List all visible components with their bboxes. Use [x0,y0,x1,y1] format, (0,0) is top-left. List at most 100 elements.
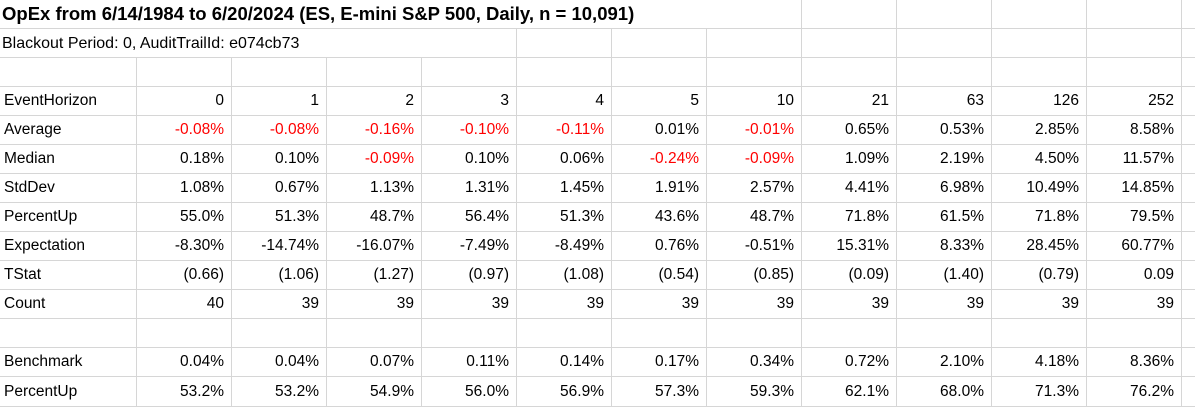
row-label-cell[interactable]: StdDev [0,174,137,203]
empty-cell[interactable] [897,0,992,29]
spacer-cell[interactable] [802,319,897,348]
stat-value-cell[interactable]: (1.08) [517,261,612,290]
empty-cell[interactable] [1182,0,1195,29]
empty-cell[interactable] [422,29,517,58]
spacer-cell[interactable] [707,319,802,348]
stat-value-cell[interactable]: -0.09% [707,145,802,174]
stat-value-cell[interactable]: -0.51% [707,232,802,261]
spacer-cell[interactable] [327,58,422,87]
stat-value-cell[interactable]: (1.06) [232,261,327,290]
row-label-cell[interactable]: TStat [0,261,137,290]
stat-value-cell[interactable]: -0.09% [327,145,422,174]
row-label-cell[interactable]: Expectation [0,232,137,261]
stat-value-cell[interactable]: 39 [707,290,802,319]
stat-value-cell[interactable]: 0.10% [232,145,327,174]
empty-cell[interactable] [1182,145,1195,174]
stat-value-cell[interactable]: 79.5% [1087,203,1182,232]
benchmark-value-cell[interactable]: 76.2% [1087,377,1182,407]
stat-value-cell[interactable]: -0.08% [137,116,232,145]
spacer-cell[interactable] [422,58,517,87]
spacer-cell[interactable] [1087,319,1182,348]
spacer-cell[interactable] [1182,58,1195,87]
event-horizon-value-cell[interactable]: 2 [327,87,422,116]
spacer-cell[interactable] [897,319,992,348]
stat-value-cell[interactable]: (1.27) [327,261,422,290]
stat-value-cell[interactable]: (1.40) [897,261,992,290]
row-label-cell[interactable]: Median [0,145,137,174]
spacer-cell[interactable] [517,58,612,87]
benchmark-value-cell[interactable]: 4.18% [992,348,1087,377]
stat-value-cell[interactable]: -0.10% [422,116,517,145]
benchmark-value-cell[interactable]: 2.10% [897,348,992,377]
stat-value-cell[interactable]: 0.67% [232,174,327,203]
stat-value-cell[interactable]: 61.5% [897,203,992,232]
benchmark-value-cell[interactable]: 62.1% [802,377,897,407]
stat-value-cell[interactable]: 1.13% [327,174,422,203]
stat-value-cell[interactable]: 2.57% [707,174,802,203]
event-horizon-value-cell[interactable]: 63 [897,87,992,116]
stat-value-cell[interactable]: 39 [517,290,612,319]
stat-value-cell[interactable]: 11.57% [1087,145,1182,174]
sheet-subtitle-cell[interactable]: Blackout Period: 0, AuditTrailId: e074cb… [0,29,422,58]
stat-value-cell[interactable]: 43.6% [612,203,707,232]
stat-value-cell[interactable]: 1.08% [137,174,232,203]
stat-value-cell[interactable]: 2.85% [992,116,1087,145]
stat-value-cell[interactable]: 0.18% [137,145,232,174]
stat-value-cell[interactable]: 55.0% [137,203,232,232]
row-label-cell[interactable]: Benchmark [0,348,137,377]
benchmark-value-cell[interactable]: 0.34% [707,348,802,377]
event-horizon-value-cell[interactable]: 252 [1087,87,1182,116]
stat-value-cell[interactable]: 71.8% [802,203,897,232]
spacer-cell[interactable] [0,58,137,87]
event-horizon-value-cell[interactable]: 21 [802,87,897,116]
row-label-cell[interactable]: Average [0,116,137,145]
stat-value-cell[interactable]: 1.45% [517,174,612,203]
empty-cell[interactable] [1087,29,1182,58]
stat-value-cell[interactable]: 39 [897,290,992,319]
spacer-cell[interactable] [232,319,327,348]
stat-value-cell[interactable]: 0.10% [422,145,517,174]
row-label-cell[interactable]: PercentUp [0,377,137,407]
spacer-cell[interactable] [422,319,517,348]
benchmark-value-cell[interactable]: 0.14% [517,348,612,377]
empty-cell[interactable] [992,29,1087,58]
spacer-cell[interactable] [992,58,1087,87]
stat-value-cell[interactable]: 2.19% [897,145,992,174]
spacer-cell[interactable] [897,58,992,87]
stat-value-cell[interactable]: 51.3% [232,203,327,232]
stat-value-cell[interactable]: 0.76% [612,232,707,261]
benchmark-value-cell[interactable]: 59.3% [707,377,802,407]
empty-cell[interactable] [1182,87,1195,116]
stat-value-cell[interactable]: 4.41% [802,174,897,203]
stat-value-cell[interactable]: 48.7% [707,203,802,232]
stat-value-cell[interactable]: 60.77% [1087,232,1182,261]
stat-value-cell[interactable]: (0.79) [992,261,1087,290]
benchmark-value-cell[interactable]: 0.07% [327,348,422,377]
stat-value-cell[interactable]: 0.53% [897,116,992,145]
stat-value-cell[interactable]: 51.3% [517,203,612,232]
row-label-cell[interactable]: PercentUp [0,203,137,232]
empty-cell[interactable] [1182,290,1195,319]
stat-value-cell[interactable]: 39 [232,290,327,319]
empty-cell[interactable] [517,29,612,58]
spacer-cell[interactable] [137,58,232,87]
stat-value-cell[interactable]: -7.49% [422,232,517,261]
stat-value-cell[interactable]: 28.45% [992,232,1087,261]
empty-cell[interactable] [1182,116,1195,145]
spacer-cell[interactable] [232,58,327,87]
empty-cell[interactable] [802,29,897,58]
empty-cell[interactable] [1087,0,1182,29]
stat-value-cell[interactable]: 0.09 [1087,261,1182,290]
stat-value-cell[interactable]: 39 [992,290,1087,319]
event-horizon-value-cell[interactable]: 4 [517,87,612,116]
event-horizon-value-cell[interactable]: 3 [422,87,517,116]
spacer-cell[interactable] [327,319,422,348]
stat-value-cell[interactable]: -0.11% [517,116,612,145]
stat-value-cell[interactable]: 4.50% [992,145,1087,174]
event-horizon-value-cell[interactable]: 0 [137,87,232,116]
empty-cell[interactable] [897,29,992,58]
empty-cell[interactable] [1182,348,1195,377]
spacer-cell[interactable] [612,58,707,87]
benchmark-value-cell[interactable]: 53.2% [232,377,327,407]
spacer-cell[interactable] [517,319,612,348]
